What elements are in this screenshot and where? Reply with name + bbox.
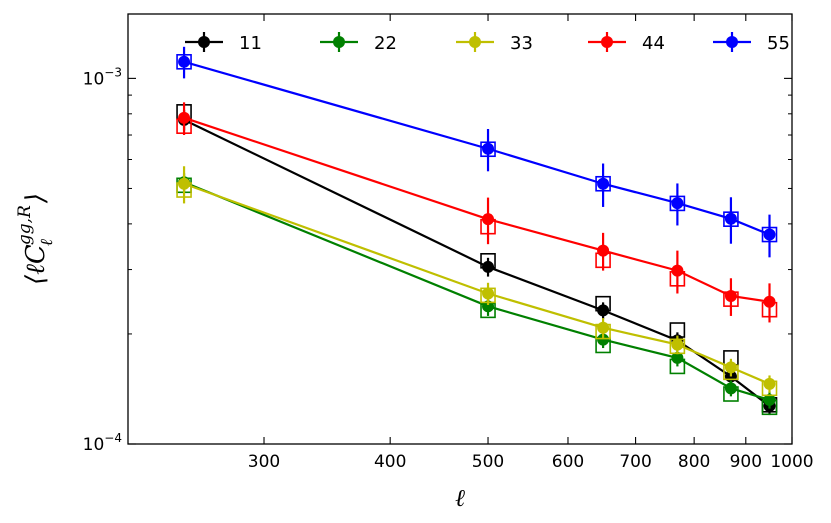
legend-marker (333, 36, 345, 48)
data-point (671, 197, 684, 210)
data-point (724, 289, 737, 302)
x-axis-label: ℓ (455, 484, 465, 512)
plot-frame (127, 13, 793, 445)
x-tick-label: 900 (730, 452, 762, 472)
y-tick-label: 10−4 (83, 431, 122, 455)
legend-label: 44 (642, 33, 665, 54)
data-point (763, 295, 776, 308)
data-point (724, 361, 737, 374)
legend: 11 22 33 44 55 (185, 32, 790, 54)
x-tick-label: 1000 (770, 452, 813, 472)
data-point (763, 377, 776, 390)
x-tick-label: 700 (619, 452, 651, 472)
legend-item-22: 22 (320, 32, 397, 54)
axes: 300 400 500 600 700 800 900 1000 10−4 10−3 (83, 13, 814, 472)
data-point (671, 338, 684, 351)
data-point (482, 287, 495, 300)
data-point (671, 351, 684, 364)
data-point (178, 111, 191, 124)
data-point (597, 304, 610, 317)
x-tick-label: 300 (248, 452, 280, 472)
legend-item-55: 55 (713, 32, 790, 54)
legend-label: 22 (374, 33, 397, 54)
legend-marker (601, 36, 613, 48)
data-point (178, 55, 191, 68)
x-tick-label: 800 (678, 452, 710, 472)
x-tick-label: 600 (552, 452, 584, 472)
data-point (724, 212, 737, 225)
legend-item-11: 11 (185, 32, 262, 54)
legend-item-44: 44 (588, 32, 665, 54)
series-33 (176, 166, 778, 397)
plot-area (128, 14, 792, 444)
data-point (763, 393, 776, 406)
x-tick-label: 400 (374, 452, 406, 472)
data-point (763, 228, 776, 241)
chart-marks (176, 46, 778, 416)
x-tick-label: 500 (472, 452, 504, 472)
data-point (724, 382, 737, 395)
series-55 (176, 46, 778, 258)
data-point (597, 333, 610, 346)
y-tick-label: 10−3 (83, 65, 122, 89)
legend-item-33: 33 (456, 32, 533, 54)
data-point (597, 244, 610, 257)
legend-label: 33 (510, 33, 533, 54)
series-line-11 (183, 118, 771, 407)
data-point (482, 260, 495, 273)
plot-background (128, 14, 792, 444)
legend-label: 55 (767, 33, 790, 54)
data-point (178, 177, 191, 190)
data-point (482, 142, 495, 155)
legend-label: 11 (239, 33, 262, 54)
legend-marker (726, 36, 738, 48)
legend-marker (198, 36, 210, 48)
data-point (597, 177, 610, 190)
legend-marker (469, 36, 481, 48)
data-point (671, 264, 684, 277)
series-44 (176, 102, 778, 323)
data-point (597, 321, 610, 334)
y-axis-label: ⟨ℓCℓgg,R⟩ (15, 193, 57, 285)
data-point (482, 213, 495, 226)
data-point (482, 300, 495, 313)
